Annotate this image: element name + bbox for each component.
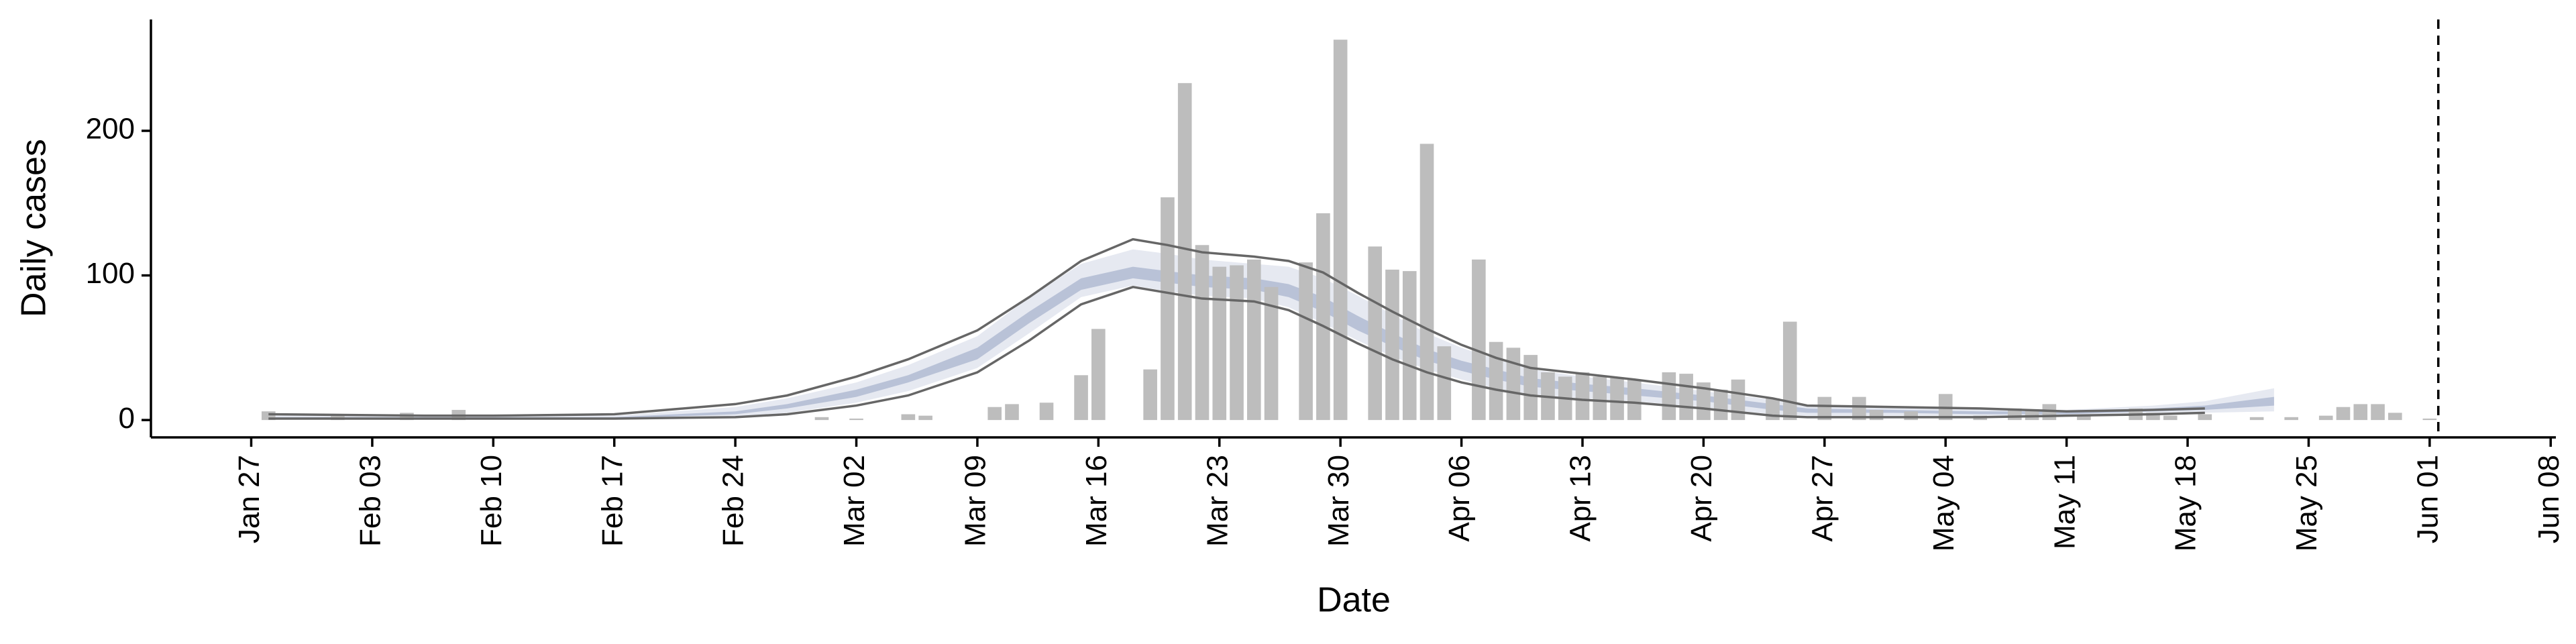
bar bbox=[2077, 415, 2091, 421]
x-tick-label: Jan 27 bbox=[233, 455, 266, 543]
bar bbox=[1368, 246, 1383, 421]
bar bbox=[1230, 265, 1244, 421]
bar bbox=[2353, 404, 2368, 421]
x-tick-label: May 04 bbox=[1927, 455, 1960, 551]
x-tick-label: Mar 02 bbox=[838, 455, 871, 547]
bar bbox=[1143, 369, 1157, 421]
bar bbox=[1005, 404, 1019, 421]
bar bbox=[1264, 286, 1279, 421]
bar bbox=[1385, 269, 1399, 421]
bar bbox=[1662, 372, 1676, 421]
bar bbox=[1627, 379, 1642, 421]
bar bbox=[1731, 379, 1746, 421]
bar bbox=[1817, 396, 1832, 421]
bar bbox=[1610, 378, 1624, 421]
bar bbox=[1419, 144, 1434, 421]
bar bbox=[1212, 266, 1227, 421]
x-tick-label: May 25 bbox=[2290, 455, 2323, 551]
bar bbox=[1299, 262, 1313, 421]
x-tick-label: Jun 08 bbox=[2532, 455, 2565, 543]
bar bbox=[1489, 341, 1503, 421]
bar bbox=[1333, 40, 1348, 421]
bar bbox=[1782, 321, 1797, 421]
bar bbox=[1904, 411, 1918, 421]
y-tick-label: 0 bbox=[119, 402, 135, 435]
bar bbox=[1506, 347, 1521, 421]
bar bbox=[1713, 389, 1728, 421]
x-tick-label: Feb 17 bbox=[596, 455, 629, 547]
bar bbox=[2249, 417, 2264, 421]
x-tick-label: Apr 13 bbox=[1564, 455, 1597, 542]
x-tick-label: May 11 bbox=[2048, 455, 2081, 549]
bar bbox=[1523, 355, 1538, 421]
bar bbox=[849, 418, 863, 421]
bar bbox=[1177, 83, 1192, 421]
bar bbox=[1402, 271, 1417, 421]
y-tick-label: 200 bbox=[86, 113, 135, 146]
x-tick-label: Feb 10 bbox=[475, 455, 508, 547]
bar bbox=[1074, 375, 1088, 421]
bar bbox=[1575, 372, 1590, 421]
bar bbox=[1869, 410, 1884, 421]
bar bbox=[814, 417, 829, 421]
bar bbox=[1852, 396, 1866, 421]
x-tick-label: Jun 01 bbox=[2411, 455, 2444, 543]
bar bbox=[2318, 415, 2333, 421]
bar bbox=[901, 414, 916, 421]
x-axis-label: Date bbox=[1317, 581, 1391, 620]
bar bbox=[2388, 413, 2402, 421]
x-tick-label: Mar 30 bbox=[1322, 455, 1355, 547]
x-tick-label: Mar 09 bbox=[959, 455, 992, 547]
y-tick-label: 100 bbox=[86, 257, 135, 290]
x-tick-label: Mar 16 bbox=[1080, 455, 1113, 547]
bar bbox=[987, 407, 1002, 421]
bar bbox=[2371, 404, 2385, 421]
x-tick-label: Feb 03 bbox=[354, 455, 387, 547]
x-tick-label: Apr 06 bbox=[1443, 455, 1476, 542]
bar bbox=[1437, 346, 1452, 421]
x-tick-label: Apr 27 bbox=[1806, 455, 1839, 542]
x-tick-label: Mar 23 bbox=[1201, 455, 1234, 547]
bar bbox=[1679, 374, 1693, 421]
bar bbox=[1316, 213, 1330, 421]
line bbox=[268, 237, 2205, 417]
bar bbox=[2146, 413, 2160, 421]
bar bbox=[1091, 329, 1106, 421]
y-axis-label: Daily cases bbox=[15, 139, 54, 317]
x-tick-label: Apr 20 bbox=[1685, 455, 1718, 542]
bar bbox=[1593, 376, 1607, 421]
x-tick-label: Feb 24 bbox=[717, 455, 750, 547]
bar bbox=[1472, 259, 1486, 421]
bar bbox=[2284, 417, 2298, 421]
bar bbox=[918, 415, 932, 421]
bar bbox=[1039, 402, 1054, 421]
bar bbox=[2422, 418, 2437, 421]
bar bbox=[1246, 259, 1261, 421]
line bbox=[268, 286, 2205, 420]
bar bbox=[1161, 197, 1175, 421]
bar bbox=[1195, 245, 1210, 421]
bar bbox=[2198, 414, 2212, 421]
bar bbox=[1697, 382, 1711, 421]
bar bbox=[2336, 407, 2351, 421]
x-tick-label: May 18 bbox=[2169, 455, 2202, 551]
bar bbox=[2163, 415, 2178, 421]
